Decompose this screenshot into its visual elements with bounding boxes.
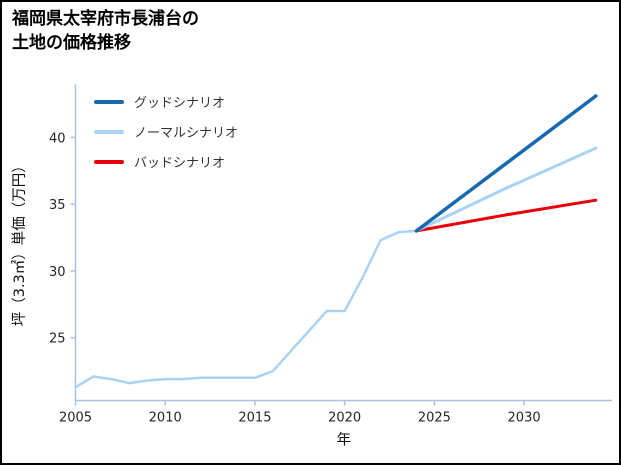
series-line-0 [74, 229, 418, 389]
legend-label-bad: バッドシナリオ [134, 156, 226, 171]
chart-title-line2: 土地の価格推移 [12, 32, 131, 53]
legend-label-good: グッドシナリオ [134, 96, 226, 111]
x-tick-label: 2025 [418, 411, 451, 426]
y-tick-label: 25 [49, 332, 66, 347]
y-tick-label: 30 [49, 265, 66, 280]
x-tick-label: 2005 [59, 411, 92, 426]
legend-item-bad-scenario: バッドシナリオ [94, 152, 238, 171]
legend-item-good-scenario: グッドシナリオ [94, 92, 238, 111]
y-axis-label: 坪（3.3㎡）単価（万円） [11, 158, 28, 326]
legend: グッドシナリオ ノーマルシナリオ バッドシナリオ [94, 92, 238, 171]
series-line-1 [414, 198, 598, 233]
chart-title-line1: 福岡県太宰府市長浦台の [12, 9, 199, 29]
legend-line-bad-icon [94, 159, 124, 164]
x-axis-label: 年 [337, 432, 352, 449]
y-tick-label: 40 [49, 131, 66, 146]
legend-line-normal-icon [94, 129, 124, 134]
x-tick-label: 2010 [149, 411, 182, 426]
x-tick-label: 2020 [328, 411, 361, 426]
chart-title: 福岡県太宰府市長浦台の 土地の価格推移 [12, 8, 199, 56]
y-tick-label: 35 [49, 198, 66, 213]
legend-label-normal: ノーマルシナリオ [134, 126, 239, 141]
legend-line-good-icon [94, 99, 124, 104]
x-tick-label: 2015 [238, 411, 271, 426]
series-line-3 [414, 94, 598, 233]
x-tick-label: 2030 [508, 411, 541, 426]
legend-item-normal-scenario: ノーマルシナリオ [94, 122, 238, 141]
series-line-2 [414, 146, 598, 233]
